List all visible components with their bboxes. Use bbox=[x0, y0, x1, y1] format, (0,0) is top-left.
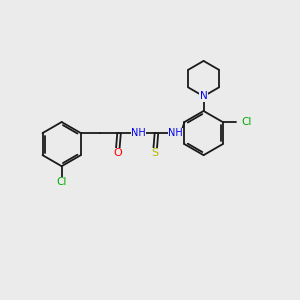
Text: N: N bbox=[200, 91, 207, 101]
Text: O: O bbox=[113, 148, 122, 158]
Text: Cl: Cl bbox=[56, 177, 67, 188]
Text: NH: NH bbox=[131, 128, 146, 138]
Text: Cl: Cl bbox=[242, 117, 252, 127]
Text: S: S bbox=[152, 148, 159, 158]
Text: NH: NH bbox=[168, 128, 183, 138]
Text: N: N bbox=[200, 91, 207, 101]
